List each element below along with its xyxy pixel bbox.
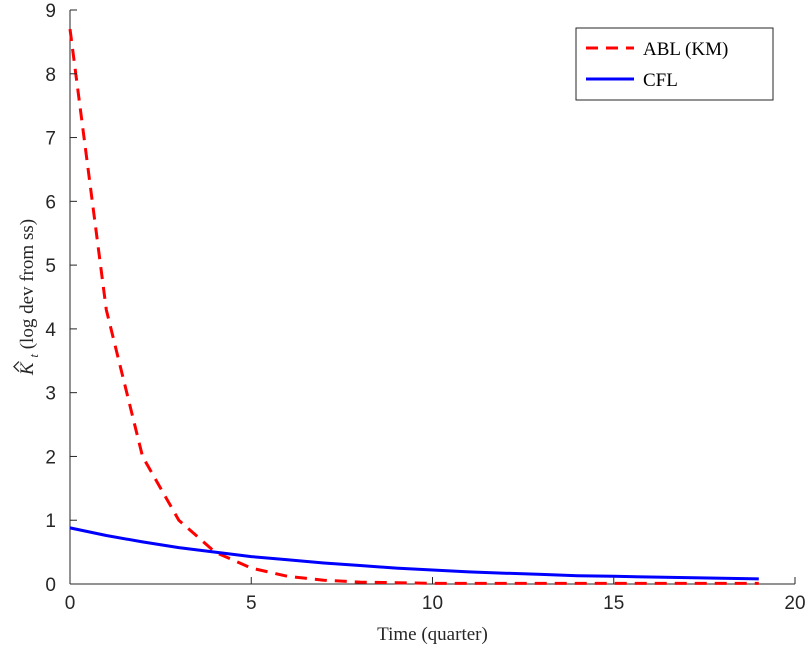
y-tick-label: 6 xyxy=(45,192,56,213)
plot-area xyxy=(70,10,795,584)
legend-box xyxy=(575,27,774,101)
x-tick-label: 0 xyxy=(65,593,76,614)
y-tick-label: 0 xyxy=(45,575,56,596)
legend-label-abl-km: ABL (KM) xyxy=(643,39,728,60)
x-tick-label: 10 xyxy=(422,593,443,614)
plot-frame-group xyxy=(69,10,795,585)
ticks-group: 0 5 10 15 20 0 1 2 3 4 5 6 7 8 9 xyxy=(45,1,805,614)
y-axis-title-hat xyxy=(13,361,20,373)
y-tick-label: 7 xyxy=(45,129,56,150)
y-axis-title-suffix: (log dev from ss) xyxy=(17,219,38,349)
x-axis-title: Time (quarter) xyxy=(377,624,488,645)
y-tick-label: 2 xyxy=(45,447,56,468)
x-tick-label: 15 xyxy=(603,593,624,614)
y-tick-label: 8 xyxy=(45,65,56,86)
y-tick-label: 5 xyxy=(45,256,56,277)
y-axis-title-main: K xyxy=(17,361,38,376)
y-axis-title: K t (log dev from ss) xyxy=(17,219,43,376)
x-tick-label: 5 xyxy=(246,593,257,614)
legend-label-cfl: CFL xyxy=(643,70,678,91)
y-tick-label: 1 xyxy=(45,511,56,532)
x-tick-label: 20 xyxy=(784,593,805,614)
y-tick-label: 3 xyxy=(45,384,56,405)
y-tick-label: 9 xyxy=(45,1,56,22)
labels-group: Time (quarter) K t (log dev from ss) xyxy=(13,219,488,645)
y-axis-title-subscript: t xyxy=(26,354,41,358)
legend: ABL (KM) CFL xyxy=(575,27,774,101)
series-line-abl-km xyxy=(68,28,759,585)
y-tick-label: 4 xyxy=(45,320,56,341)
series-line-cfl xyxy=(69,526,759,581)
series-group xyxy=(68,28,759,585)
